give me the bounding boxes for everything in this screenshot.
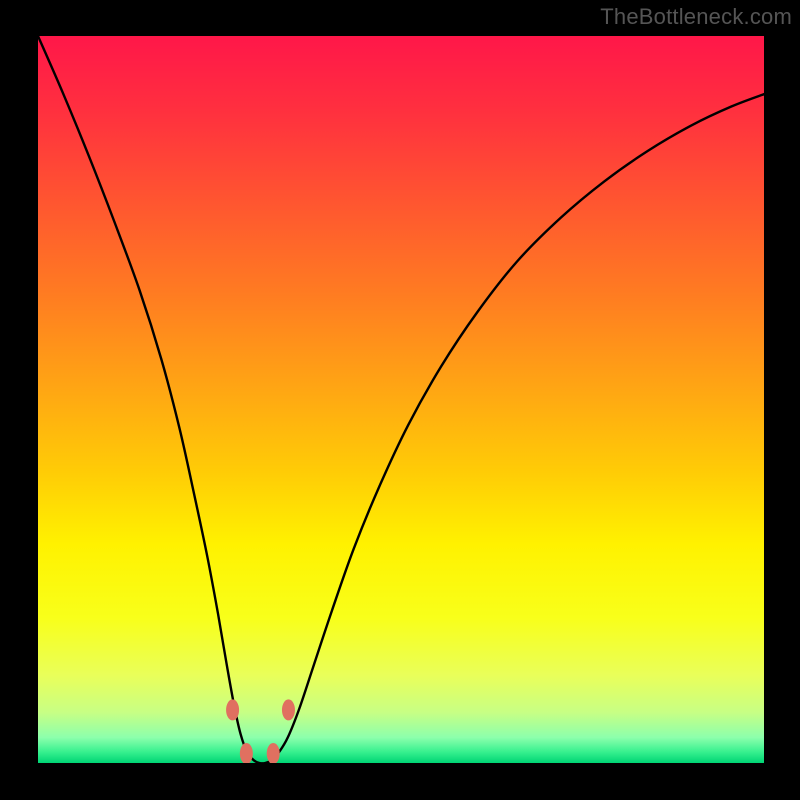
marker-point [267,744,279,763]
bottleneck-curve [38,36,764,763]
watermark-text: TheBottleneck.com [600,4,792,30]
marker-point [282,700,294,720]
marker-point [227,700,239,720]
curve-layer [38,36,764,763]
marker-point [240,744,252,763]
chart-stage: TheBottleneck.com [0,0,800,800]
plot-area [38,36,764,763]
